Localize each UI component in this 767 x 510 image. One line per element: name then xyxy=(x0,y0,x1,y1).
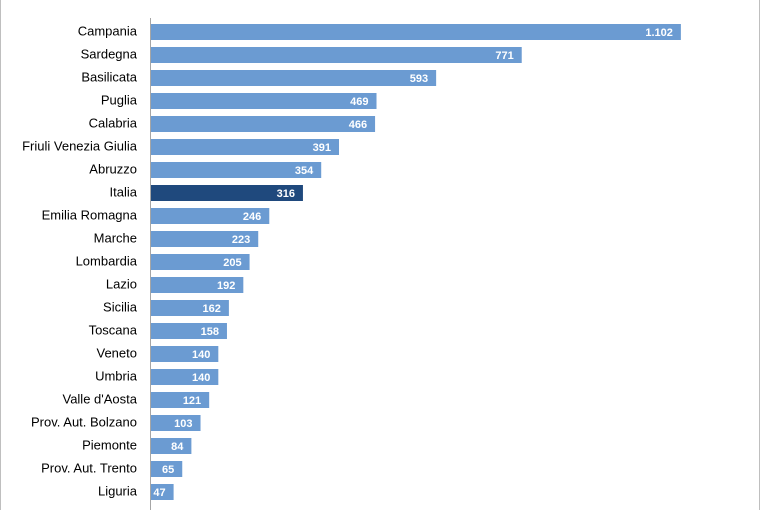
bar xyxy=(151,47,522,63)
bar xyxy=(151,461,183,477)
bar xyxy=(151,323,227,339)
value-label: 140 xyxy=(192,372,210,384)
bar xyxy=(151,139,340,155)
category-label: Campania xyxy=(78,23,138,38)
value-label: 158 xyxy=(201,326,219,338)
value-label: 316 xyxy=(277,188,295,200)
category-label: Emilia Romagna xyxy=(42,207,138,222)
category-label: Puglia xyxy=(101,92,138,107)
value-label: 192 xyxy=(217,280,235,292)
category-label: Umbria xyxy=(95,368,138,383)
bar xyxy=(151,254,250,270)
bar xyxy=(151,24,681,40)
bar xyxy=(151,116,376,132)
value-label: 466 xyxy=(349,119,367,131)
category-label: Veneto xyxy=(97,345,138,360)
category-label: Lazio xyxy=(106,276,137,291)
bar xyxy=(151,369,219,385)
value-label: 469 xyxy=(350,96,368,108)
category-label: Friuli Venezia Giulia xyxy=(22,138,138,153)
category-label: Valle d'Aosta xyxy=(62,391,137,406)
value-label: 162 xyxy=(203,303,221,315)
value-label: 593 xyxy=(410,73,428,85)
bar xyxy=(151,277,244,293)
bar xyxy=(151,392,210,408)
category-label: Prov. Aut. Trento xyxy=(41,460,137,475)
category-label: Calabria xyxy=(89,115,138,130)
category-label: Italia xyxy=(110,184,138,199)
bar xyxy=(151,70,437,86)
value-label: 47 xyxy=(153,487,165,499)
bar xyxy=(151,438,192,454)
category-label: Sicilia xyxy=(103,299,138,314)
bar xyxy=(151,93,377,109)
value-label: 84 xyxy=(171,441,184,453)
category-label: Sardegna xyxy=(81,46,138,61)
value-label: 246 xyxy=(243,211,261,223)
value-label: 391 xyxy=(313,142,331,154)
bar xyxy=(151,415,201,431)
category-label: Piemonte xyxy=(82,437,137,452)
bar xyxy=(151,162,322,178)
bar xyxy=(151,484,174,500)
value-label: 121 xyxy=(183,395,201,407)
category-label: Basilicata xyxy=(81,69,137,84)
value-label: 771 xyxy=(495,50,513,62)
category-label: Abruzzo xyxy=(89,161,137,176)
value-label: 223 xyxy=(232,234,250,246)
bar xyxy=(151,185,303,201)
value-label: 354 xyxy=(295,165,314,177)
bar xyxy=(151,300,229,316)
value-label: 1.102 xyxy=(645,27,673,39)
bar xyxy=(151,208,270,224)
category-label: Marche xyxy=(94,230,137,245)
value-label: 140 xyxy=(192,349,210,361)
value-label: 103 xyxy=(174,418,192,430)
bar xyxy=(151,346,219,362)
category-label: Lombardia xyxy=(76,253,138,268)
value-label: 65 xyxy=(162,464,174,476)
category-label: Liguria xyxy=(98,483,138,498)
category-label: Prov. Aut. Bolzano xyxy=(31,414,137,429)
value-label: 205 xyxy=(223,257,241,269)
bar xyxy=(151,231,259,247)
category-label: Toscana xyxy=(89,322,138,337)
